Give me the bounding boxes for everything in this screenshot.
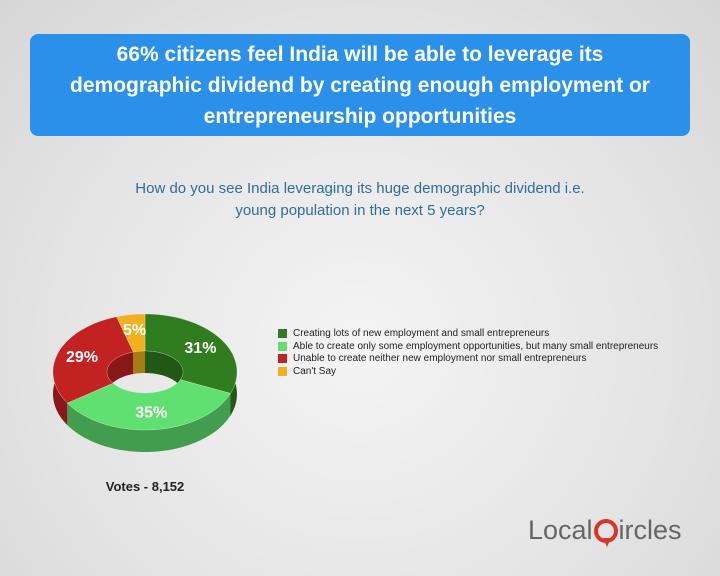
legend-item: Able to create only some employment oppo… (278, 341, 658, 352)
value-label: 31% (184, 340, 216, 357)
legend-label: Able to create only some employment oppo… (293, 340, 659, 352)
legend-swatch (278, 366, 287, 376)
legend-label: Can't Say (293, 365, 337, 377)
logo-left: Local (528, 515, 593, 545)
legend-swatch (278, 354, 287, 363)
value-label: 5% (123, 322, 146, 339)
title-banner: 66% citizens feel India will be able to … (30, 34, 690, 136)
legend-swatch (278, 341, 287, 351)
title: 66% citizens feel India will be able to … (70, 42, 650, 128)
legend-swatch (278, 329, 287, 338)
logo: Local ircles (528, 515, 682, 547)
value-label: 35% (135, 405, 167, 422)
legend-label: Creating lots of new employment and smal… (293, 328, 550, 339)
legend-label: Unable to create neither new employment … (293, 353, 587, 364)
slice-inner-wall (107, 352, 134, 406)
slice-outer-wall (67, 393, 231, 452)
value-label: 29% (66, 349, 98, 366)
votes: Votes - 8,152 (105, 479, 185, 494)
logo-right: ircles (618, 515, 682, 545)
legend-item: Creating lots of new employment and smal… (278, 328, 549, 339)
legend-item: Unable to create neither new employment … (278, 353, 587, 364)
slice (116, 313, 146, 353)
slice-inner-wall (145, 351, 183, 402)
question: How do you see India leveraging its huge… (135, 180, 585, 219)
slice-inner-wall (133, 351, 145, 374)
logo-icon (593, 518, 618, 547)
legend-item: Can't Say (278, 366, 336, 377)
